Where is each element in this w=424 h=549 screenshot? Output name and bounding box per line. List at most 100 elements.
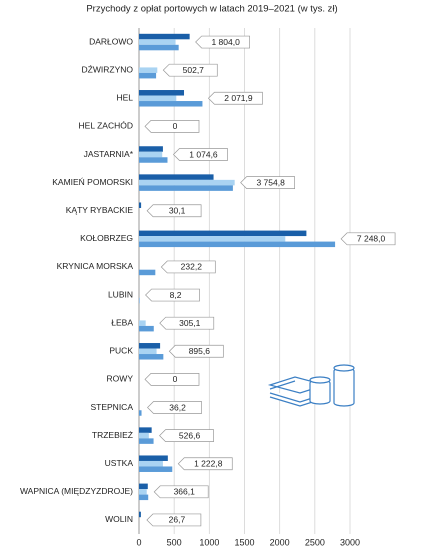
bar	[139, 146, 163, 152]
y-tick-label: HEL	[116, 93, 133, 103]
total-label: 2 071,9	[224, 93, 253, 103]
bar	[139, 269, 156, 276]
total-label: 8,2	[170, 290, 182, 300]
total-label: 895,6	[189, 346, 211, 356]
x-tick-label: 0	[136, 537, 141, 547]
total-label: 36,2	[169, 402, 186, 412]
total-label: 30,1	[169, 205, 186, 215]
x-tick-label: 2000	[270, 537, 290, 547]
bar	[139, 67, 158, 73]
bar	[139, 72, 157, 79]
bar	[139, 157, 168, 163]
bar	[139, 511, 141, 518]
total-callout	[159, 316, 215, 330]
total-callout	[172, 148, 228, 161]
y-tick-label: TRZEBIEŻ	[92, 430, 133, 440]
y-tick-label: STEPNICA	[90, 402, 133, 412]
bar	[139, 489, 147, 495]
total-callout	[340, 232, 396, 246]
bar	[139, 427, 152, 433]
y-tick-label: ROWY	[107, 374, 134, 384]
total-label: 0	[173, 121, 178, 131]
total-label: 502,7	[183, 65, 205, 75]
bar	[139, 432, 149, 439]
y-tick-label: KRYNICA MORSKA	[57, 261, 134, 271]
bar	[139, 179, 235, 186]
bar	[139, 39, 176, 45]
bar	[139, 460, 163, 467]
y-tick-label: KOŁOBRZEG	[80, 233, 133, 243]
bar	[139, 236, 286, 242]
total-callout	[146, 204, 202, 218]
x-tick-label: 1000	[199, 537, 219, 547]
bar	[139, 185, 233, 191]
total-callout	[159, 429, 214, 442]
bar	[139, 455, 168, 461]
x-tick-label: 3000	[340, 537, 360, 547]
y-tick-label: KĄTY RYBACKIE	[66, 205, 134, 215]
y-tick-label: DŹWIRZYNO	[82, 64, 134, 74]
total-callout	[145, 288, 200, 302]
bar	[139, 438, 154, 444]
bar	[139, 410, 142, 416]
total-callout	[207, 91, 263, 105]
total-label: 1 074,6	[189, 149, 218, 159]
bar	[139, 483, 148, 490]
total-label: 1 222,8	[194, 458, 223, 468]
y-tick-label: LUBIN	[108, 289, 133, 299]
total-label: 26,7	[169, 515, 186, 525]
bar	[139, 95, 177, 102]
total-callout	[147, 401, 202, 414]
y-tick-label: DARŁOWO	[89, 36, 133, 46]
bar	[139, 202, 142, 208]
total-callout	[162, 63, 218, 77]
x-tick-label: 500	[167, 537, 182, 547]
bar	[139, 494, 149, 501]
bar	[139, 44, 179, 51]
total-label: 1 804,0	[211, 37, 240, 47]
bar	[139, 320, 146, 326]
bar	[139, 174, 214, 180]
y-tick-label: WOLIN	[105, 514, 133, 524]
bar	[139, 241, 336, 248]
bar	[139, 297, 140, 304]
y-tick-label: WAPNICA (MIĘDZYZDROJE)	[20, 486, 133, 496]
total-callout	[153, 485, 209, 499]
total-label: 305,1	[179, 318, 201, 328]
x-tick-label: 2500	[305, 537, 325, 547]
total-label: 366,1	[174, 487, 196, 497]
total-callout	[240, 176, 296, 189]
total-label: 232,2	[181, 262, 203, 272]
total-callout	[177, 457, 233, 471]
bar	[139, 90, 185, 96]
bar	[139, 354, 164, 360]
total-callout	[168, 344, 224, 358]
total-label: 0	[173, 374, 178, 384]
total-callout	[146, 513, 202, 527]
y-tick-label: PUCK	[109, 346, 133, 356]
bar	[139, 343, 161, 349]
bar	[139, 33, 190, 40]
bar	[139, 151, 163, 158]
total-label: 3 754,8	[256, 177, 285, 187]
bar	[139, 230, 307, 237]
total-callout	[195, 35, 250, 49]
bar	[139, 101, 203, 107]
total-label: 7 248,0	[357, 234, 386, 244]
y-tick-label: HEL ZACHÓD	[79, 121, 133, 131]
bar	[139, 325, 154, 332]
y-tick-label: ŁEBA	[111, 317, 133, 327]
y-tick-label: KAMIEŃ POMORSKI	[52, 177, 133, 187]
coins-icon	[267, 364, 355, 407]
total-callout	[160, 260, 216, 274]
total-callout	[144, 373, 200, 386]
bar	[139, 348, 157, 355]
chart-title: Przychody z opłat portowych w latach 201…	[86, 4, 337, 15]
x-tick-label: 1500	[234, 537, 254, 547]
y-tick-label: JASTARNIA*	[84, 149, 134, 159]
bar	[139, 466, 173, 472]
total-callout	[144, 120, 200, 133]
y-tick-label: USTKA	[105, 458, 134, 468]
total-label: 526,6	[179, 430, 201, 440]
